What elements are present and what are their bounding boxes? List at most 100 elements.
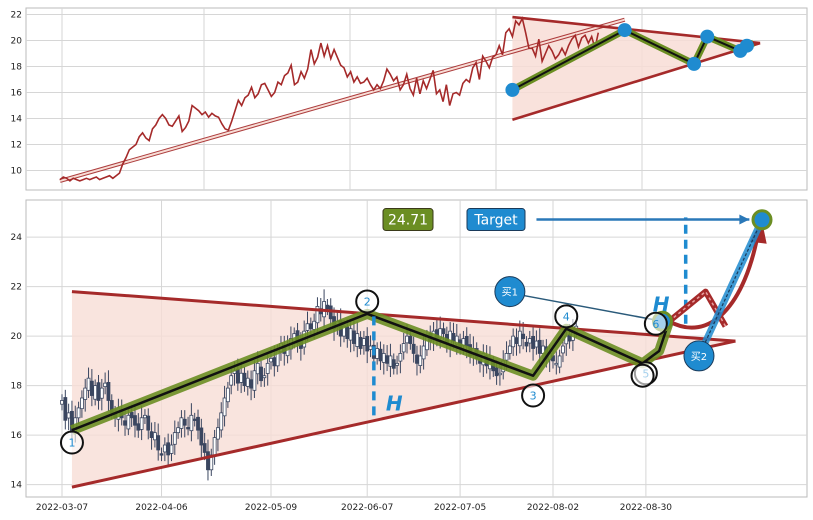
candle-body: [511, 335, 516, 348]
x-tick-label: 2022-06-07: [341, 503, 393, 513]
top-ytick-label: 14: [11, 115, 23, 125]
candle-body: [245, 377, 250, 387]
candle-body: [269, 357, 273, 363]
candle-body: [199, 427, 204, 446]
target-point: [751, 209, 773, 231]
candle-body: [252, 370, 257, 391]
candle-body: [517, 330, 522, 347]
candle-body: [418, 355, 423, 366]
candle-body: [239, 372, 244, 383]
candle-body: [106, 382, 111, 401]
candle-body: [531, 335, 535, 349]
top-ytick-label: 22: [11, 11, 22, 21]
candle-body: [527, 338, 532, 344]
candle-body: [225, 387, 230, 403]
candle-body: [352, 330, 356, 344]
top-pivot-point: [505, 82, 520, 97]
bottom-ytick-label: 20: [11, 332, 23, 342]
x-tick-label: 2022-08-02: [527, 503, 579, 513]
top-ytick-label: 20: [11, 37, 23, 47]
candle-body: [312, 320, 317, 330]
candle-body: [315, 306, 320, 324]
candle-body: [86, 377, 91, 391]
candle-body: [534, 340, 539, 348]
top-price-line: [59, 16, 600, 182]
bottom-ytick-label: 18: [11, 382, 23, 392]
top-ytick-label: 10: [11, 167, 23, 177]
candle-body: [325, 304, 330, 310]
buy2-projection-dash: [698, 219, 763, 357]
candle-body: [561, 345, 565, 354]
candle-body: [401, 343, 406, 353]
pivot-circle: [521, 383, 546, 408]
candle-body: [262, 375, 267, 379]
candle-body: [202, 443, 207, 453]
candle-body: [146, 415, 151, 431]
buy2-label: 买2: [691, 351, 707, 363]
candle-body: [385, 355, 390, 364]
candle-body: [391, 359, 396, 369]
pivot-number-label: 4: [563, 310, 570, 323]
pivot-number-label: 3: [530, 390, 537, 403]
top-triangle-fill: [512, 17, 761, 120]
candle-body: [216, 427, 220, 440]
candle-body: [189, 414, 194, 432]
top-ytick-label: 16: [11, 89, 23, 99]
candle-body: [89, 380, 94, 396]
candle-body: [76, 407, 81, 419]
candle-body: [103, 382, 108, 388]
pivot-circle: [630, 363, 655, 388]
candle-body: [179, 417, 184, 429]
buy1-marker: [494, 276, 526, 308]
top-triangle-lower: [512, 41, 761, 122]
candle-body: [80, 397, 84, 410]
x-tick-label: 2022-04-06: [135, 503, 188, 513]
bottom-zigzag-inner: [71, 312, 671, 432]
bottom-ytick-label: 22: [11, 283, 22, 293]
candle-body: [60, 400, 64, 405]
candle-body: [172, 432, 177, 445]
candle-body: [507, 345, 512, 354]
candle-body: [557, 355, 562, 368]
candle-body: [242, 372, 247, 387]
pivot-number-label: 6: [652, 318, 659, 331]
candle-body: [126, 414, 131, 430]
target-label-text: Target: [473, 213, 518, 229]
candle-body: [133, 415, 137, 426]
candle-body: [249, 379, 253, 389]
pivot-circle: [643, 311, 668, 336]
candle-body: [229, 375, 234, 386]
candle-body: [395, 362, 399, 366]
candle-body: [196, 416, 200, 431]
candle-body: [265, 362, 270, 374]
candle-body: [222, 397, 227, 417]
candle-body: [388, 355, 393, 367]
bottom-triangle-lower: [71, 339, 736, 489]
bottom-ytick-label: 24: [11, 233, 23, 243]
bottom-ytick-label: 16: [11, 431, 23, 441]
pivot-circle: [355, 289, 380, 314]
candle-body: [355, 333, 360, 347]
candle-body: [365, 335, 370, 352]
x-tick-label: 2022-07-05: [434, 503, 486, 513]
x-tick-label: 2022-05-09: [245, 503, 298, 513]
top-pivot-point: [700, 29, 715, 44]
candle-body: [381, 353, 386, 363]
top-long-channel-inner: [59, 18, 625, 182]
top-pivot-point: [687, 56, 702, 71]
pivot-circle: [59, 430, 84, 455]
pivot-number-label: 2: [364, 295, 371, 308]
candle-body: [255, 362, 260, 375]
candle-body: [504, 353, 509, 361]
candle-body: [398, 353, 403, 362]
candle-body: [378, 348, 383, 362]
candle-body: [554, 362, 559, 366]
candle-body: [63, 397, 68, 421]
candle-body: [494, 367, 499, 377]
candle-body: [441, 328, 446, 335]
candle-body: [166, 442, 171, 456]
x-tick-label: 2022-03-07: [36, 503, 88, 513]
candle-body: [176, 427, 181, 434]
candle-body: [83, 387, 88, 400]
